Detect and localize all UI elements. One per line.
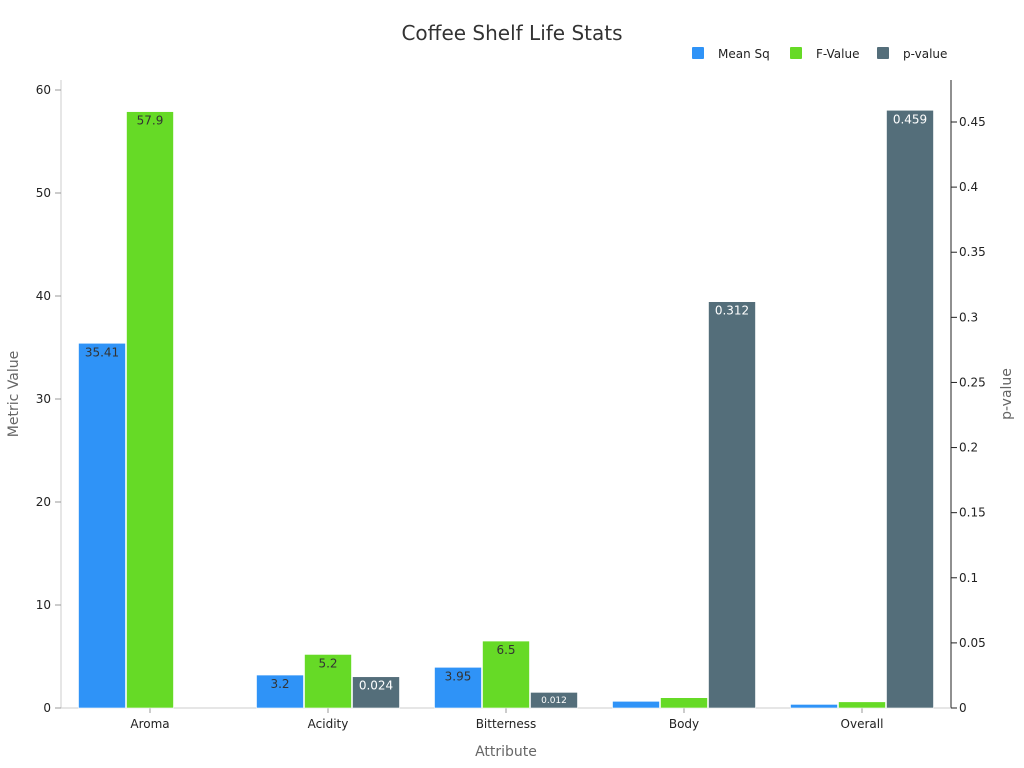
bars <box>78 109 934 709</box>
data-label: 57.9 <box>137 114 164 128</box>
y-tick-label: 20 <box>36 495 51 509</box>
legend-label[interactable]: F-Value <box>816 47 859 61</box>
y2-tick-label: 0.25 <box>959 375 986 389</box>
legend-swatch-f-value[interactable] <box>790 47 802 59</box>
data-label: 0.012 <box>541 696 567 706</box>
bar-mean-sq-acidity[interactable] <box>256 674 304 709</box>
y-tick-label: 30 <box>36 392 51 406</box>
y-tick-label: 40 <box>36 289 51 303</box>
y2-tick-label: 0 <box>959 701 967 715</box>
data-label: 3.2 <box>270 677 289 691</box>
data-label: 6.5 <box>496 643 515 657</box>
bar-f-value-aroma[interactable] <box>126 111 174 709</box>
data-label: 0.312 <box>715 304 749 318</box>
bar-f-value-acidity[interactable] <box>304 654 352 709</box>
bar-f-value-bitterness[interactable] <box>482 640 530 709</box>
y2-tick-label: 0.4 <box>959 180 978 194</box>
y-tick-label: 10 <box>36 598 51 612</box>
legend-label[interactable]: Mean Sq <box>718 47 770 61</box>
x-tick-label: Body <box>669 717 699 731</box>
bar-p-value-acidity[interactable] <box>352 676 400 709</box>
y2-tick-label: 0.35 <box>959 245 986 259</box>
y2-tick-label: 0.45 <box>959 115 986 129</box>
bar-mean-sq-body[interactable] <box>612 701 660 709</box>
x-tick-label: Acidity <box>308 717 349 731</box>
chart-title: Coffee Shelf Life Stats <box>401 21 622 45</box>
axes: 0 10 20 30 40 50 60 0 0.05 0.1 0.15 0.2 0.25 0.3 0.35 0… <box>36 80 986 731</box>
bar-mean-sq-bitterness[interactable] <box>434 667 482 709</box>
y-axis-title: Metric Value <box>6 351 22 437</box>
bar-f-value-overall[interactable] <box>838 701 886 709</box>
y-tick-label: 0 <box>43 701 51 715</box>
data-label: 0.459 <box>893 112 927 126</box>
y2-tick-label: 0.15 <box>959 506 986 520</box>
y2-tick-label: 0.2 <box>959 441 978 455</box>
bar-p-value-overall[interactable] <box>886 109 934 709</box>
x-tick-label: Bitterness <box>476 717 537 731</box>
legend-swatch-mean-sq[interactable] <box>692 47 704 59</box>
data-label: 3.95 <box>445 669 472 683</box>
y-tick-label: 50 <box>36 186 51 200</box>
data-label: 0.024 <box>359 679 393 693</box>
y-tick-label: 60 <box>36 83 51 97</box>
data-label: 35.41 <box>85 345 119 359</box>
data-labels: 35.41 57.9 3.2 5.2 0.024 3.95 6.5 0.012 0.312 0.4… <box>85 112 927 706</box>
x-tick-label: Overall <box>841 717 884 731</box>
legend[interactable]: Mean Sq F-Value p-value <box>692 47 947 61</box>
x-axis-title: Attribute <box>475 744 537 760</box>
bar-mean-sq-overall[interactable] <box>790 704 838 709</box>
y2-tick-label: 0.05 <box>959 636 986 650</box>
bar-p-value-bitterness[interactable] <box>530 692 578 709</box>
y2-tick-label: 0.1 <box>959 571 978 585</box>
bar-p-value-body[interactable] <box>708 301 756 709</box>
legend-swatch-p-value[interactable] <box>877 47 889 59</box>
legend-label[interactable]: p-value <box>903 47 947 61</box>
y2-axis-title: p-value <box>999 368 1015 420</box>
bar-f-value-body[interactable] <box>660 697 708 709</box>
data-label: 5.2 <box>318 656 337 670</box>
bar-mean-sq-aroma[interactable] <box>78 342 126 709</box>
x-tick-label: Aroma <box>130 717 169 731</box>
y2-tick-label: 0.3 <box>959 310 978 324</box>
